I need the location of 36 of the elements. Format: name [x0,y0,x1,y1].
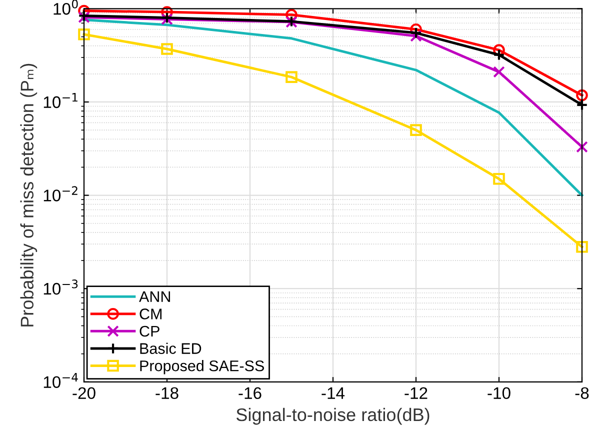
y-tick-label: 10$^{0}$ [54,0,78,15]
point [576,99,588,111]
legend-label: Basic ED [140,342,202,354]
point [410,27,422,39]
point [576,141,588,153]
x-axis-title: Signal-to-noise ratio(dB) [236,408,430,425]
y-tick-label: 10$^{−1}$ [44,93,78,108]
point [493,172,505,185]
point [493,66,505,78]
point [78,28,90,40]
legend-label: ANN [139,291,170,302]
x-tick-label: -18 [156,387,178,400]
x-tick-label: -20 [72,387,96,400]
y-axis-title: Probability of miss detection (Pₘ) [20,64,38,326]
point [161,6,173,18]
point [286,8,298,21]
point [576,240,588,253]
legend-label: CP [140,326,160,337]
y-tick-label: 10$^{−2}$ [44,186,78,202]
x-tick-label: -12 [404,387,428,399]
point [161,43,173,55]
point [493,48,505,61]
legend-label: CM [140,308,162,320]
y-tick-label: 10$^{−3}$ [44,279,78,295]
point [286,71,298,83]
line-series [82,18,584,197]
legend-label: Proposed SAE-SS [140,360,264,374]
x-tick-label: -8 [575,387,589,400]
y-tick-label: 10$^{−4}$ [44,372,78,388]
point [410,124,422,136]
x-tick-label: -10 [488,387,510,400]
point [493,44,505,56]
point [410,30,422,42]
point [576,89,588,102]
x-tick-label: -14 [322,387,345,399]
x-tick-label: -16 [238,387,262,400]
